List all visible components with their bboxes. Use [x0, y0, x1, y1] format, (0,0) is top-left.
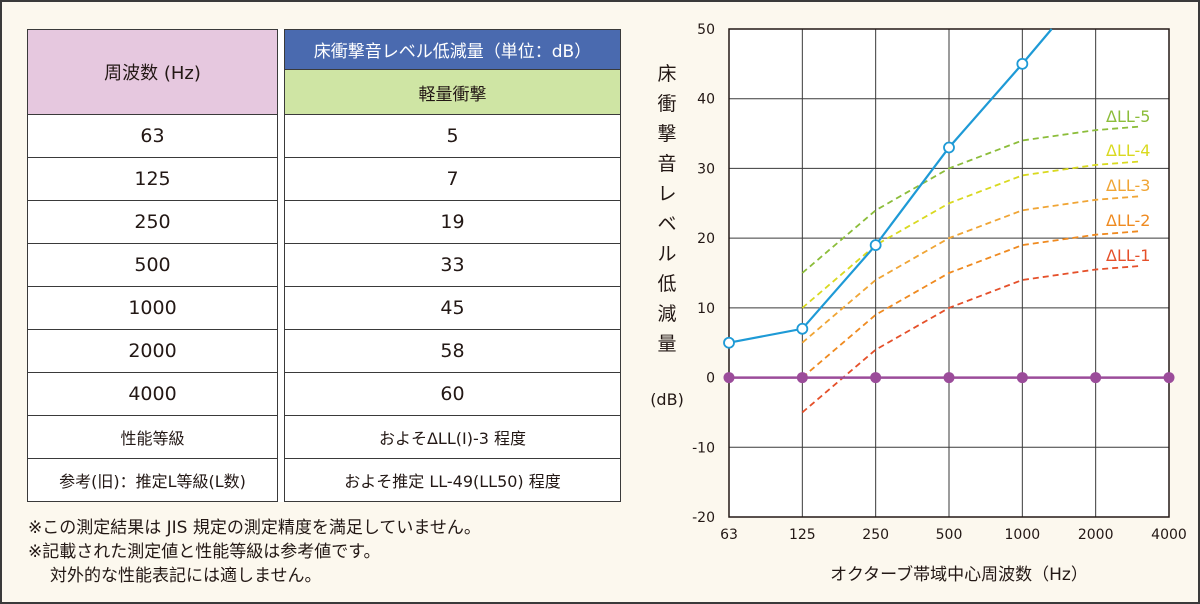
- measured-point: [943, 141, 955, 154]
- freq-cell: 500: [27, 243, 278, 287]
- y-axis-unit: (dB): [650, 390, 684, 409]
- reference-row: 参考(旧)：推定L等級(L数) およそ推定 LL-49(LL50) 程度: [27, 458, 621, 502]
- notes: ※この測定結果は JIS 規定の測定精度を満足していません。 ※記載された測定値…: [28, 516, 481, 588]
- x-tick-label: 500: [936, 527, 963, 543]
- y-tick-label: 30: [697, 161, 715, 177]
- freq-cell: 125: [27, 157, 278, 201]
- freq-cell: 2000: [27, 329, 278, 373]
- y-axis-label-char: 量: [657, 333, 676, 355]
- table-row: 500 33: [27, 243, 621, 287]
- table-row: 1000 45: [27, 286, 621, 330]
- note-line: ※この測定結果は JIS 規定の測定精度を満足していません。: [28, 518, 481, 538]
- y-axis-label-char: 衝: [657, 93, 676, 115]
- measured-line: [728, 28, 1053, 344]
- reduction-chart: 50 40 30 20 10 0 -10 -20 63 125 250 500 1000 2000 4000…: [650, 22, 1187, 585]
- y-axis-label-char: 撃: [657, 123, 676, 145]
- freq-cell: 1000: [27, 286, 278, 330]
- reference-curve: [801, 265, 1140, 414]
- reference-curve: [801, 195, 1140, 344]
- zero-marker: [723, 372, 735, 384]
- x-tick-label: 4000: [1151, 527, 1187, 543]
- note-line: 対外的な性能表記には適しません。: [50, 566, 322, 586]
- column-divider: [277, 29, 285, 502]
- reference-curve: [801, 125, 1140, 274]
- x-tick-label: 2000: [1078, 527, 1114, 543]
- reference-curve-label: ΔLL-3: [1106, 176, 1150, 195]
- table-row: 125 7: [27, 157, 621, 201]
- reference-curve-label: ΔLL-1: [1106, 246, 1150, 265]
- measured-point: [723, 336, 735, 349]
- zero-marker: [1016, 372, 1028, 384]
- zero-marker: [870, 372, 882, 384]
- plot-border: [728, 28, 1170, 518]
- reference-label: 参考(旧)：推定L等級(L数): [27, 458, 278, 502]
- x-tick-label: 125: [789, 527, 816, 543]
- value-cell: 5: [284, 114, 621, 158]
- measurement-table: 周波数 (Hz) 床衝撃音レベル低減量（単位：dB） 軽量衝撃 63 5 125…: [27, 29, 621, 502]
- y-axis-label-char: 低: [657, 273, 676, 295]
- reference-curve-label: ΔLL-2: [1106, 211, 1150, 230]
- y-axis-label-char: 減: [657, 303, 676, 325]
- table-row: 63 5: [27, 114, 621, 158]
- freq-cell: 4000: [27, 372, 278, 416]
- y-tick-label: -20: [692, 510, 715, 526]
- y-axis-label-char: 音: [657, 153, 676, 175]
- measured-point: [1016, 57, 1029, 70]
- grade-value: およそΔLL(I)-3 程度: [284, 415, 621, 459]
- x-tick-label: 1000: [1005, 527, 1041, 543]
- table-row: 2000 58: [27, 329, 621, 373]
- x-axis-label: オクターブ帯域中心周波数（Hz）: [830, 564, 1088, 585]
- value-cell: 45: [284, 286, 621, 330]
- zero-marker: [796, 372, 808, 384]
- value-cell: 19: [284, 200, 621, 244]
- y-axis-label-char: 床: [657, 63, 676, 85]
- reference-value: およそ推定 LL-49(LL50) 程度: [284, 458, 621, 502]
- measured-point: [796, 322, 809, 335]
- grade-label: 性能等級: [27, 415, 278, 459]
- reference-curve: [801, 160, 1140, 309]
- x-tick-label: 63: [720, 527, 738, 543]
- freq-header: 周波数 (Hz): [27, 29, 278, 115]
- y-tick-label: 50: [697, 22, 715, 38]
- x-tick-label: 250: [862, 527, 889, 543]
- grade-row: 性能等級 およそΔLL(I)-3 程度: [27, 415, 621, 459]
- freq-cell: 250: [27, 200, 278, 244]
- reference-curve: [801, 230, 1140, 379]
- value-cell: 58: [284, 329, 621, 373]
- table-row: 250 19: [27, 200, 621, 244]
- table-row: 4000 60: [27, 372, 621, 416]
- y-axis-label-char: ル: [657, 243, 676, 265]
- y-axis-label-char: レ: [657, 183, 676, 205]
- note-line: ※記載された測定値と性能等級は参考値です。: [28, 542, 381, 562]
- zero-marker: [1163, 372, 1175, 384]
- impact-header: 軽量衝撃: [284, 69, 621, 115]
- value-cell: 33: [284, 243, 621, 287]
- measured-point: [869, 239, 882, 252]
- y-tick-label: -10: [692, 440, 715, 456]
- y-axis-label-char: ベ: [657, 213, 676, 235]
- y-tick-label: 0: [706, 371, 715, 387]
- y-tick-label: 40: [697, 92, 715, 108]
- y-tick-label: 20: [697, 231, 715, 247]
- reference-curve-label: ΔLL-4: [1106, 141, 1150, 160]
- freq-cell: 63: [27, 114, 278, 158]
- value-cell: 7: [284, 157, 621, 201]
- zero-marker: [943, 372, 955, 384]
- reference-curve-label: ΔLL-5: [1106, 107, 1150, 126]
- reduction-header: 床衝撃音レベル低減量（単位：dB）: [284, 29, 621, 70]
- zero-marker: [1090, 372, 1102, 384]
- value-cell: 60: [284, 372, 621, 416]
- y-tick-label: 10: [697, 301, 715, 317]
